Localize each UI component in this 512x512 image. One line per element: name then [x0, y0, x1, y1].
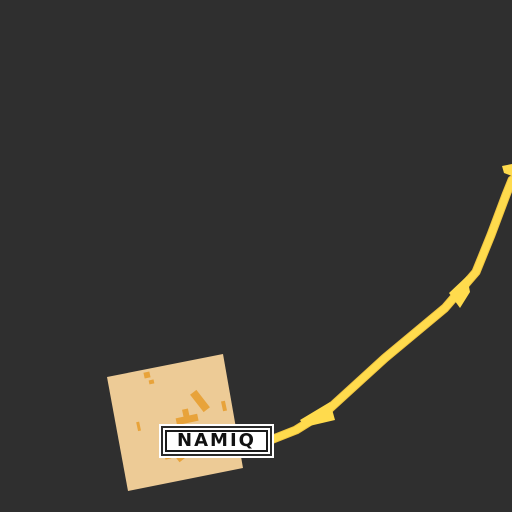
building — [175, 413, 199, 426]
building — [221, 400, 227, 412]
building — [190, 389, 210, 413]
building — [143, 371, 151, 379]
road-end-cap — [502, 164, 512, 176]
settlement-label[interactable]: NAMIQ — [159, 424, 274, 458]
road-ramp — [300, 402, 335, 427]
settlement-label-text: NAMIQ — [165, 430, 268, 452]
road-ramp — [449, 276, 470, 308]
road-casing — [253, 175, 512, 450]
building — [148, 379, 155, 385]
building — [136, 421, 141, 432]
settlement-area — [107, 354, 243, 491]
road[interactable] — [254, 176, 512, 449]
